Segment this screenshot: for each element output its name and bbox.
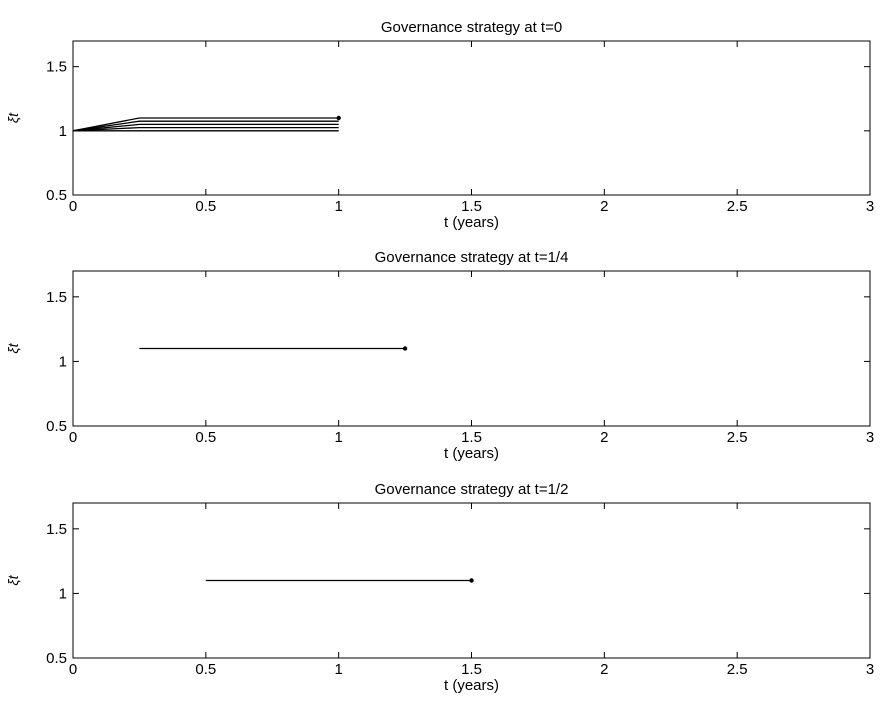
- x-tick-label: 2: [600, 198, 608, 215]
- y-tick-label: 1: [59, 123, 67, 140]
- series-line-1: [72, 117, 339, 132]
- x-tick-label: 1.5: [461, 198, 482, 215]
- x-tick-label: 2: [600, 661, 608, 678]
- x-tick-label: 3: [866, 429, 874, 446]
- y-axis-label: ξt: [5, 574, 21, 585]
- end-point-marker: [469, 578, 474, 583]
- x-axis-label: t (years): [444, 677, 499, 694]
- end-point-marker: [336, 115, 341, 121]
- x-tick-label: 0: [69, 661, 77, 678]
- y-axis-label: ξt: [5, 112, 21, 123]
- x-tick-label: 0.5: [195, 198, 216, 215]
- series-line-3: [72, 123, 339, 132]
- x-tick-label: 2.5: [727, 661, 748, 678]
- y-tick-label: 1.5: [46, 289, 67, 306]
- y-tick-label: 1.5: [46, 521, 67, 538]
- chart-panel-2: Governance strategy at t=1/40 0.5 1 1.5 2 2.5…: [5, 249, 874, 462]
- x-axis-label: t (years): [444, 445, 499, 462]
- x-tick-label: 3: [866, 661, 874, 678]
- end-point-marker: [402, 346, 408, 351]
- x-tick-label: 1.5: [461, 661, 482, 678]
- chart-panel-1: Governance strategy at t=00 0.5 1 1.5 2 2.5 30…: [5, 19, 874, 231]
- x-tick-label: 0: [69, 198, 77, 215]
- chart-title: Governance strategy at t=1/4: [375, 249, 569, 266]
- chart-panel-3: Governance strategy at t=1/20 0.5 1 1.5 2 2.5…: [5, 481, 874, 694]
- chart-title: Governance strategy at t=1/2: [375, 481, 569, 498]
- chart-title: Governance strategy at t=0: [381, 19, 562, 36]
- series-line-2: [72, 120, 339, 132]
- x-axis-label: t (years): [444, 214, 499, 231]
- x-tick-label: 0: [69, 429, 77, 446]
- y-tick-label: 1: [59, 353, 67, 370]
- x-tick-label: 2.5: [727, 429, 748, 446]
- x-tick-label: 1: [334, 429, 342, 446]
- y-tick-label: 1.5: [46, 59, 67, 76]
- y-tick-label: 0.5: [46, 418, 67, 435]
- x-tick-label: 0.5: [195, 429, 216, 446]
- y-tick-label: 1: [59, 585, 67, 602]
- y-tick-label: 0.5: [46, 187, 67, 204]
- x-tick-label: 1.5: [461, 429, 482, 446]
- x-tick-label: 0.5: [195, 661, 216, 678]
- x-tick-label: 2.5: [727, 198, 748, 215]
- x-tick-label: 2: [600, 429, 608, 446]
- x-tick-label: 1: [334, 661, 342, 678]
- series-line-4: [72, 126, 339, 132]
- y-axis-label: ξt: [5, 342, 21, 353]
- x-tick-label: 3: [866, 198, 874, 215]
- y-tick-label: 0.5: [46, 650, 67, 667]
- x-tick-label: 1: [334, 198, 342, 215]
